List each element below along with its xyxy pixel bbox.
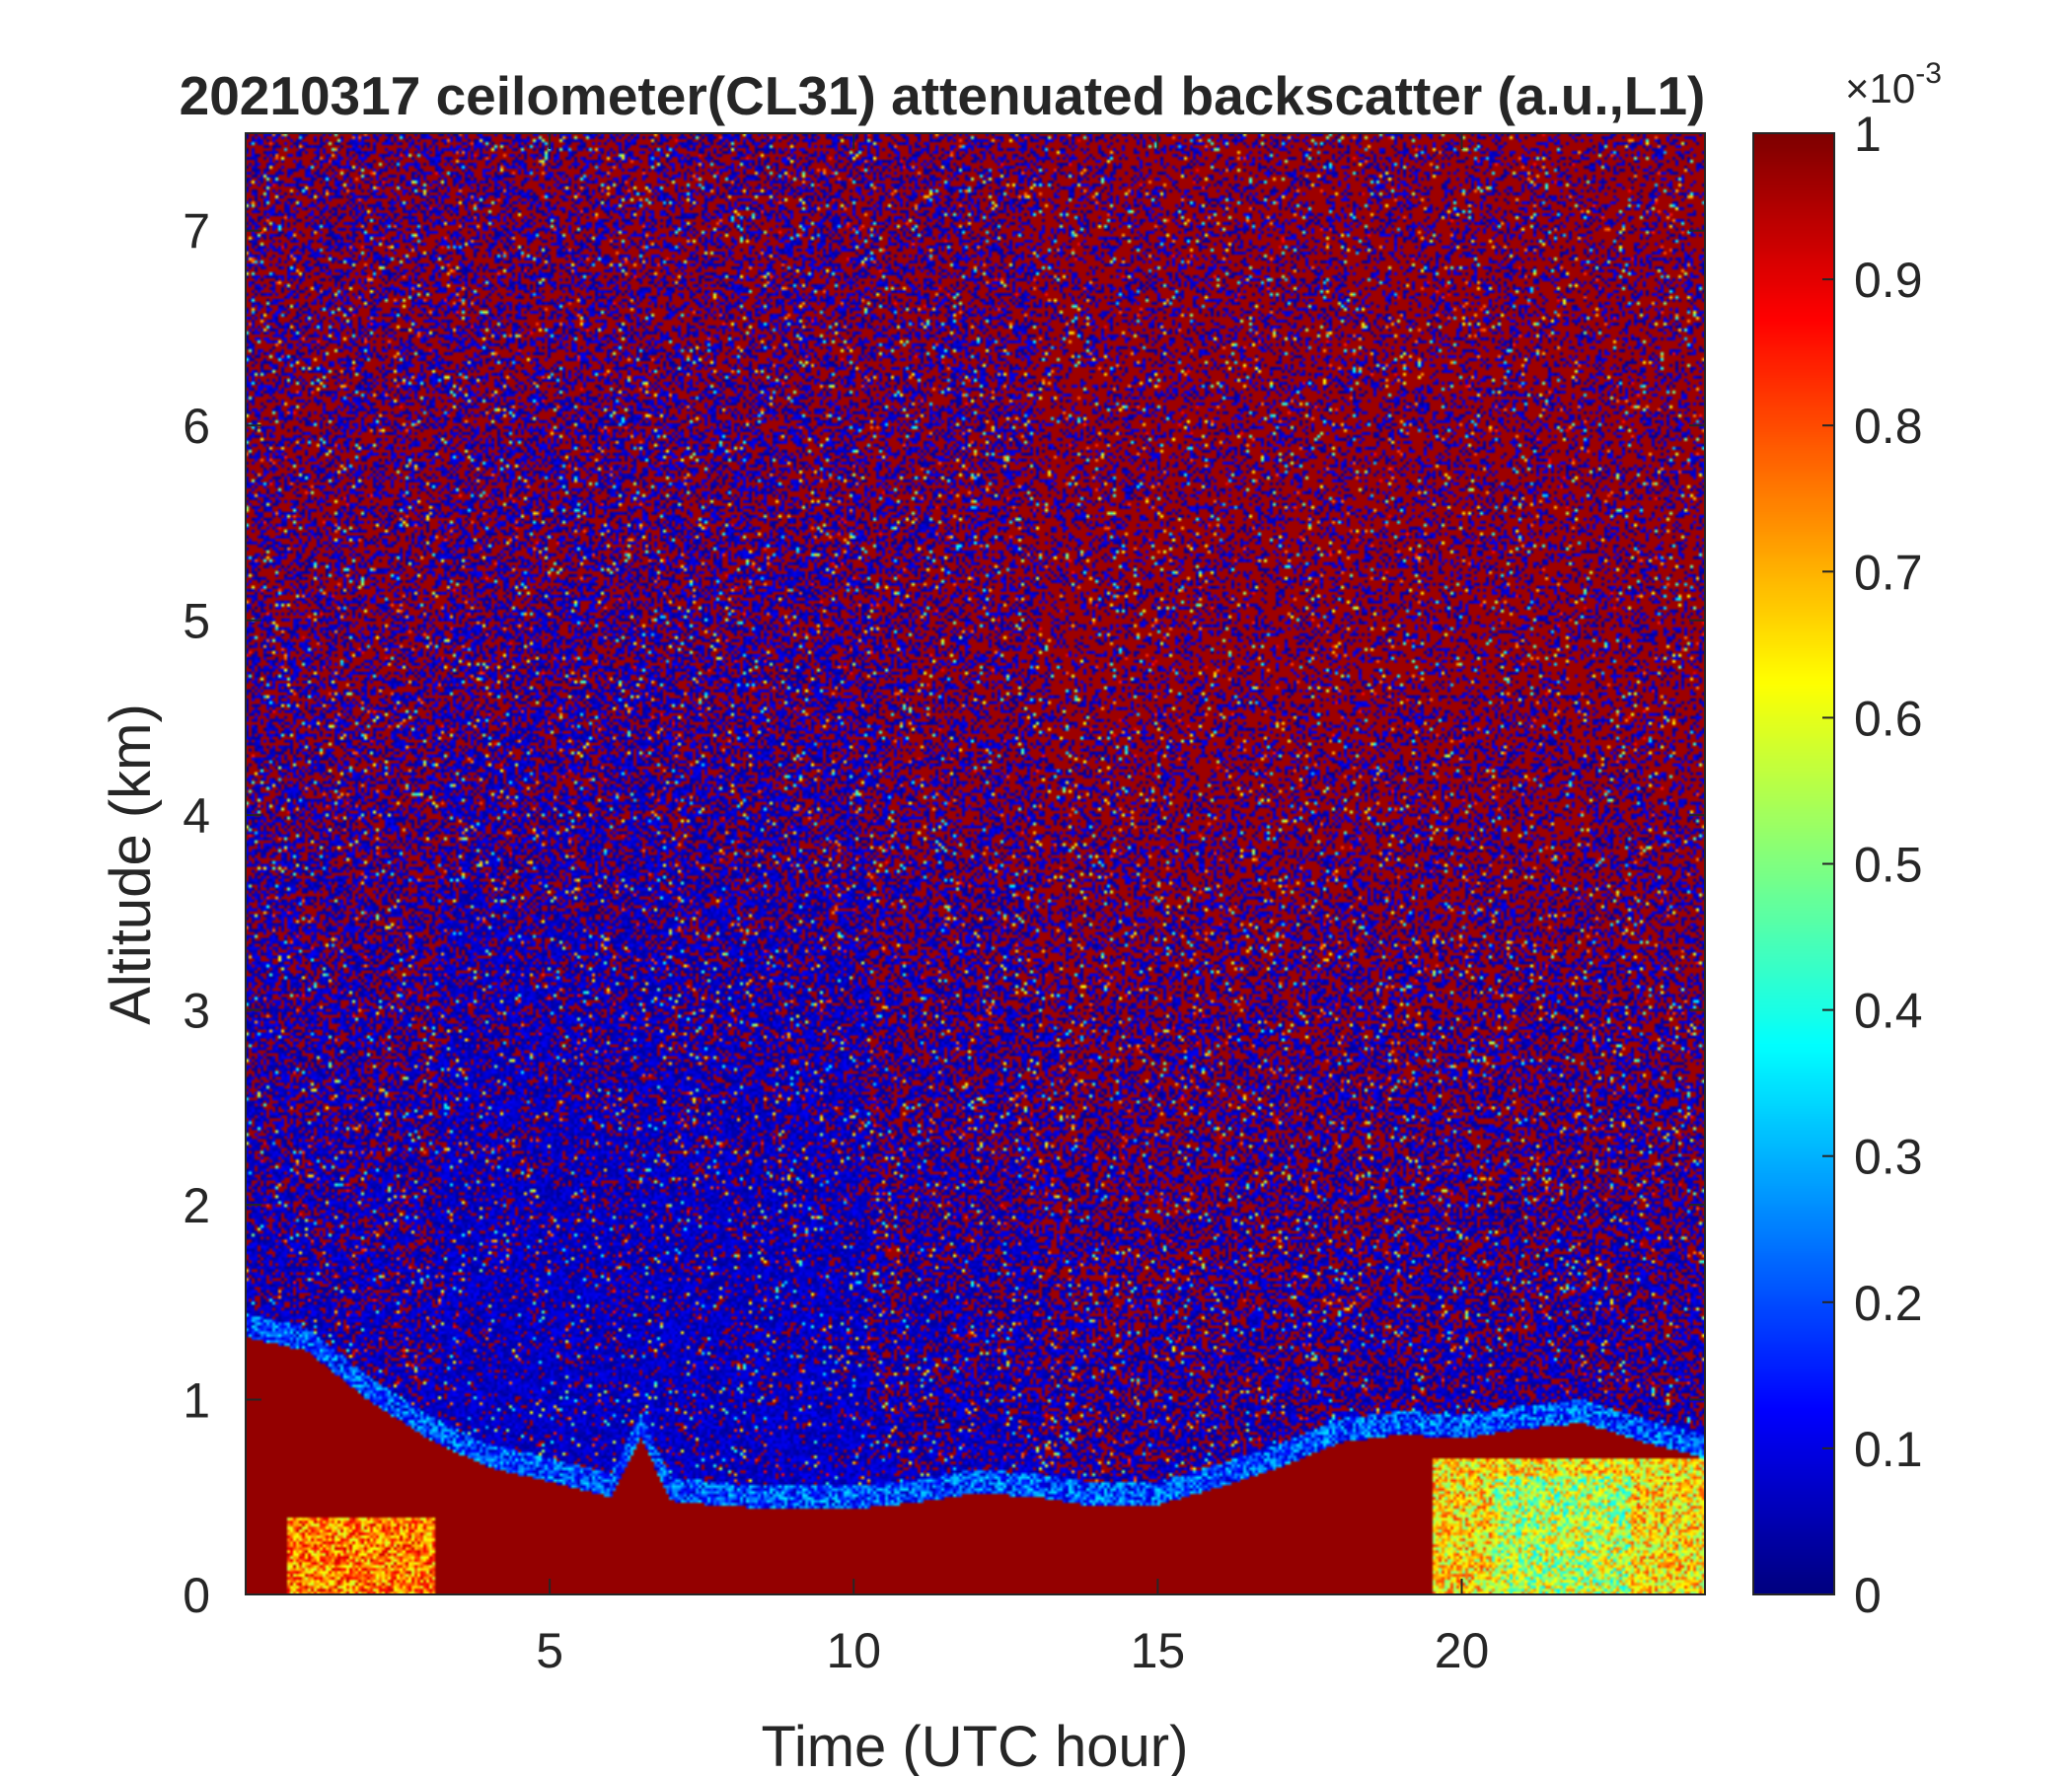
colorbar-exponent-power: -3 bbox=[1915, 57, 1942, 90]
y-axis: 0 1 2 3 4 5 6 7 bbox=[183, 204, 1705, 1623]
backscatter-heatmap bbox=[246, 133, 1705, 1594]
colorbar-tick-label: 0.8 bbox=[1854, 399, 1923, 454]
y-tick-label: 2 bbox=[183, 1178, 210, 1233]
colorbar-tick-label: 0 bbox=[1854, 1568, 1882, 1623]
colorbar-tick-label: 0.9 bbox=[1854, 253, 1923, 308]
y-axis-label: Altitude (km) bbox=[99, 703, 163, 1025]
colorbar-frame bbox=[1752, 132, 1835, 1595]
colorbar-tick-label: 0.2 bbox=[1854, 1276, 1923, 1331]
colorbar-tick-label: 0.1 bbox=[1854, 1422, 1923, 1477]
y-tick-label: 6 bbox=[183, 399, 210, 454]
chart-title: 20210317 ceilometer(CL31) attenuated bac… bbox=[180, 65, 1706, 126]
y-tick-label: 3 bbox=[183, 984, 210, 1039]
colorbar-tick-label: 0.4 bbox=[1854, 984, 1923, 1039]
x-tick-label: 15 bbox=[1131, 1623, 1186, 1678]
y-tick-label: 0 bbox=[183, 1568, 210, 1623]
colorbar-tick-label: 1 bbox=[1854, 107, 1882, 162]
colorbar-exponent: ×10-3 bbox=[1845, 57, 1942, 111]
x-tick-label: 5 bbox=[536, 1623, 563, 1678]
colorbar-axis: 0 0.1 0.2 0.3 0.4 0.5 0.6 0.7 0.8 0.9 1 bbox=[1752, 107, 1923, 1623]
colorbar-tick-label: 0.7 bbox=[1854, 545, 1923, 600]
plot-frame bbox=[245, 132, 1706, 1595]
y-tick-label: 5 bbox=[183, 594, 210, 649]
x-tick-label: 10 bbox=[826, 1623, 881, 1678]
colorbar-tick-label: 0.5 bbox=[1854, 838, 1923, 893]
x-axis-label: Time (UTC hour) bbox=[762, 1715, 1189, 1776]
y-tick-label: 7 bbox=[183, 204, 210, 259]
colorbar-tick-label: 0.6 bbox=[1854, 691, 1923, 746]
y-tick-label: 1 bbox=[183, 1373, 210, 1429]
colorbar-tick-label: 0.3 bbox=[1854, 1130, 1923, 1185]
x-axis: 5 10 15 20 bbox=[536, 133, 1489, 1678]
y-tick-label: 4 bbox=[183, 788, 210, 844]
x-tick-label: 20 bbox=[1435, 1623, 1490, 1678]
colorbar-gradient bbox=[1753, 133, 1834, 1594]
colorbar-exponent-base: ×10 bbox=[1845, 65, 1915, 111]
